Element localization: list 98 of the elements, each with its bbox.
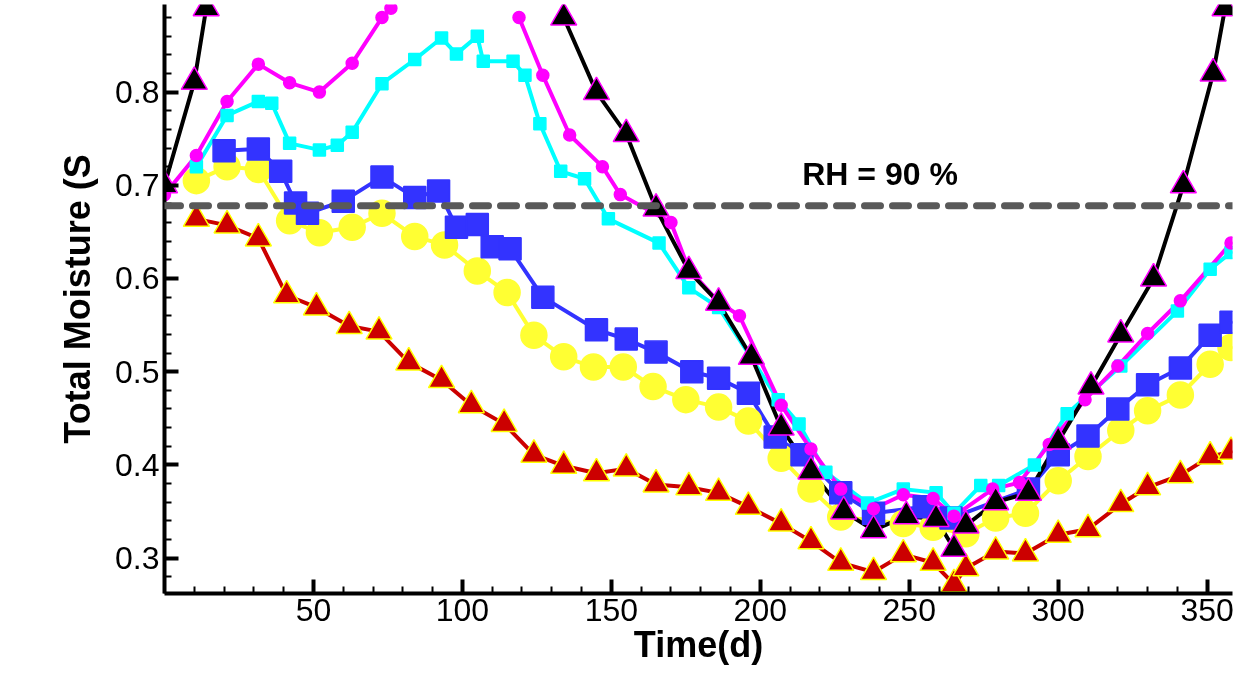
point [498,236,522,261]
point [553,164,568,179]
point [444,215,469,239]
y-tick-label: 0.4 [115,446,160,483]
y-tick-label: 0.5 [115,353,160,390]
point [220,94,234,109]
point [926,491,940,506]
point [1106,397,1130,421]
point [434,31,449,45]
point [251,57,266,71]
point [220,108,234,123]
point [1198,323,1222,348]
point [682,281,696,295]
point [706,366,731,390]
point [1133,397,1162,425]
point [896,487,911,502]
point [506,54,520,69]
point [400,222,429,251]
y-axis-title: Total Moisture (S [57,154,99,444]
point [1044,467,1072,495]
point [577,172,592,186]
point [189,148,204,163]
point [1027,458,1042,472]
point [212,139,236,163]
point [518,68,532,83]
point [644,340,668,364]
y-tick-label: 0.3 [115,540,160,577]
point [463,257,492,285]
point [664,215,678,230]
point [609,353,638,381]
annotation: RH = 90 % [802,155,958,192]
point [804,442,818,456]
x-tick-label: 350 [1180,591,1234,628]
point [470,29,485,43]
point [704,393,733,421]
point [345,125,359,139]
point [282,76,297,90]
point [533,117,547,131]
point [601,212,616,226]
x-tick-label: 300 [1031,591,1085,628]
point [449,47,464,61]
point [312,85,327,99]
point [282,136,297,151]
point [407,52,422,67]
point [672,385,700,414]
y-tick-label: 0.6 [115,260,160,297]
point [520,321,548,350]
point [426,179,451,203]
point [1173,294,1188,308]
y-tick-label: 0.7 [115,167,160,204]
point [639,372,667,401]
point [370,165,394,189]
point [974,478,988,493]
point [251,94,266,109]
point [375,10,389,25]
point [613,187,628,202]
point [345,56,359,70]
x-tick-label: 100 [435,591,490,628]
point [338,213,366,241]
point [774,398,788,412]
point [734,407,763,435]
point [562,128,577,142]
point [512,10,526,25]
point [549,343,578,371]
point [1135,372,1160,397]
point [312,143,327,157]
point [1011,499,1040,528]
point [330,138,345,152]
point [305,219,334,247]
point [536,68,550,83]
point [595,159,610,174]
point [1196,350,1224,378]
point [579,353,608,381]
point [584,318,609,342]
point [614,327,639,351]
point [1166,381,1195,409]
point [476,54,491,69]
point [736,381,761,405]
point [1076,424,1100,448]
point [1140,326,1155,341]
x-tick-label: 250 [882,591,936,628]
point [465,212,490,237]
point [680,359,704,384]
point [246,137,271,161]
point [384,4,398,15]
y-tick-label: 0.8 [115,74,160,111]
x-tick-label: 50 [295,591,332,628]
point [1203,262,1217,276]
point [732,309,747,323]
point [792,417,806,431]
point [268,159,293,184]
point [531,285,555,309]
point [652,236,666,250]
point [265,96,279,111]
point [375,76,389,91]
point [493,278,521,307]
point [1168,356,1193,380]
point [1060,406,1074,421]
